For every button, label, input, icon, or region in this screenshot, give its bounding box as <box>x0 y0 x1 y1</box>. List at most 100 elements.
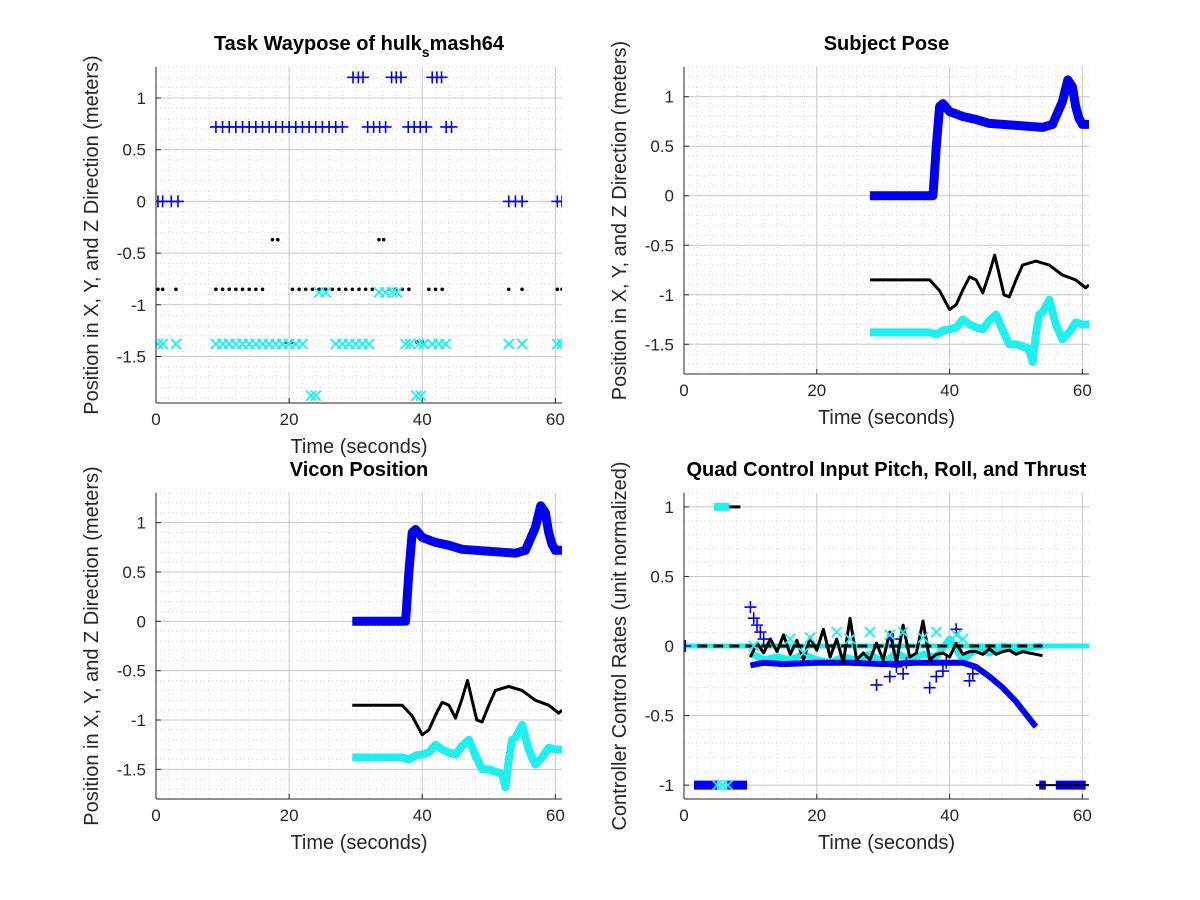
chart-3-series-13-point <box>917 632 929 644</box>
chart-0-series-2-point <box>399 338 412 350</box>
chart-0-y-tick-label: -1 <box>131 296 146 315</box>
chart-3-series-13-point <box>748 640 760 652</box>
chart-3-x-tick-label: 0 <box>679 806 688 825</box>
chart-0-series-0-point <box>556 195 562 208</box>
chart-0-series-2-point <box>503 338 515 350</box>
chart-0-series-2-point <box>417 338 430 350</box>
chart-1-series-2 <box>869 295 1089 367</box>
chart-0-series-1 <box>156 237 562 344</box>
chart-0-minor-grid <box>155 66 562 403</box>
chart-0-series-2-point <box>413 338 425 350</box>
chart-0-y-tick-label: 0 <box>137 192 146 211</box>
chart-0-x-tick-label: 20 <box>280 410 299 429</box>
chart-0-series-1-point <box>317 287 321 292</box>
chart-1-plot-area <box>869 75 1089 367</box>
chart-3-series-13-point <box>884 629 896 641</box>
chart-0-series-0-point <box>445 120 458 133</box>
chart-1-series-0-line <box>869 75 1089 201</box>
chart-3-x-tick-label: 40 <box>940 806 959 825</box>
chart-0-series-0-point <box>420 120 433 133</box>
chart-0-series-1-point <box>350 287 355 292</box>
chart-0-x-tick-label: 0 <box>151 410 160 429</box>
chart-3-series-12-point <box>930 670 943 683</box>
chart-3-series-12-point <box>744 601 757 614</box>
chart-0-series-1-point <box>270 237 275 242</box>
chart-0-series-0-point <box>435 71 448 84</box>
chart-0-y-tick-label: 1 <box>137 89 146 108</box>
chart-0-series-1-point <box>160 287 165 292</box>
chart-3-series-12-point <box>966 667 979 680</box>
chart-3-series-12-point <box>890 660 903 673</box>
chart-0-series-1-point <box>440 287 444 292</box>
chart-3-y-tick-label: -0.5 <box>645 707 674 726</box>
chart-2-series-2 <box>352 721 562 792</box>
chart-3-series-2 <box>749 659 1039 729</box>
chart-0-series-1-point <box>407 287 411 292</box>
chart-1-series-0 <box>869 75 1089 201</box>
chart-1-title: Subject Pose <box>824 33 950 55</box>
chart-0-series-1-point <box>234 287 238 292</box>
chart-0-series-0-point <box>336 120 349 133</box>
chart-0-series-1-point <box>427 287 431 292</box>
chart-0-series-0 <box>156 71 562 208</box>
chart-0-series-1-point <box>310 287 315 292</box>
chart-1-series-1-line <box>869 253 1089 312</box>
chart-1-x-tick-label: 0 <box>679 381 688 400</box>
chart-3-series-12-point <box>963 674 976 687</box>
chart-2-y-tick-label: -1 <box>131 711 146 730</box>
chart-0-series-2-point <box>363 338 375 350</box>
axes-vicon-position: 0 20 40 60 1 0.5 0 -0.5 -1 -1.5 Time (seconds) Posi… <box>81 459 565 854</box>
chart-2-series-1-line <box>352 679 562 737</box>
chart-3-series-13-point <box>716 779 729 791</box>
chart-1-y-tick-label: 1 <box>665 88 674 107</box>
chart-3-series-13 <box>711 626 969 791</box>
chart-2-series-1 <box>352 679 562 737</box>
chart-0-x-axis-label: Time (seconds) <box>290 436 427 458</box>
chart-2-x-tick-label: 60 <box>546 806 565 825</box>
chart-3-x-tick-label: 20 <box>807 806 826 825</box>
chart-0-series-1-point <box>330 287 335 292</box>
chart-3-series-12-point <box>923 681 936 694</box>
chart-3-y-axis-label: Controller Control Rates (unit normalize… <box>609 461 631 830</box>
chart-0-y-tick-label: 0.5 <box>122 141 146 160</box>
chart-0-series-2-point <box>404 338 416 350</box>
chart-3-series-13-point <box>831 626 843 638</box>
chart-3-series-13-point <box>711 779 723 791</box>
chart-0-series-2-point <box>170 338 182 350</box>
chart-3-series-12-point <box>747 612 760 625</box>
chart-2-y-tick-label: 0 <box>137 612 146 631</box>
chart-0-series-1-point <box>370 287 375 292</box>
chart-0-series-1-point <box>343 287 348 292</box>
chart-0-title: Task Waypose of hulksmash64 <box>214 33 505 60</box>
chart-0-series-2-point <box>415 390 427 402</box>
chart-1-major-grid <box>683 67 1089 374</box>
chart-0-series-1-point <box>254 287 258 292</box>
chart-0-series-1-point <box>381 237 386 242</box>
chart-3-series-12-point <box>936 665 949 678</box>
chart-3-series-13-point <box>864 626 876 638</box>
chart-0-series-1-point <box>560 287 562 292</box>
chart-3-series-12-point <box>950 623 963 636</box>
chart-3-series-13-point <box>722 779 734 791</box>
chart-2-plot-area <box>352 501 562 792</box>
chart-0-series-2-point <box>556 338 562 350</box>
chart-3-series-12-point <box>754 626 767 639</box>
chart-2-x-tick-label: 20 <box>280 806 299 825</box>
chart-3-series-13-point <box>930 626 942 638</box>
chart-1-x-axis-label: Time (seconds) <box>818 407 955 429</box>
chart-0-series-1-point <box>174 287 178 292</box>
axes-quad-control-input: 0 20 40 60 1 0.5 0 -0.5 -1 Time (seconds) Controll… <box>609 459 1092 854</box>
chart-0-major-grid <box>155 67 562 403</box>
chart-0-series-1-point <box>323 287 328 292</box>
chart-1-y-axis-label: Position in X, Y, and Z Direction (meter… <box>609 41 631 400</box>
chart-0-series-0-point <box>356 71 369 84</box>
chart-0-series-1-point <box>240 287 245 292</box>
chart-0-series-1-point <box>290 287 295 292</box>
chart-0-series-0-point <box>171 195 184 208</box>
chart-0-series-1-point <box>377 237 381 242</box>
chart-2-y-tick-label: -1.5 <box>117 760 146 779</box>
chart-0-series-1-point <box>357 287 361 292</box>
chart-3-series-12-point <box>897 667 910 680</box>
chart-2-y-tick-label: -0.5 <box>117 662 146 681</box>
